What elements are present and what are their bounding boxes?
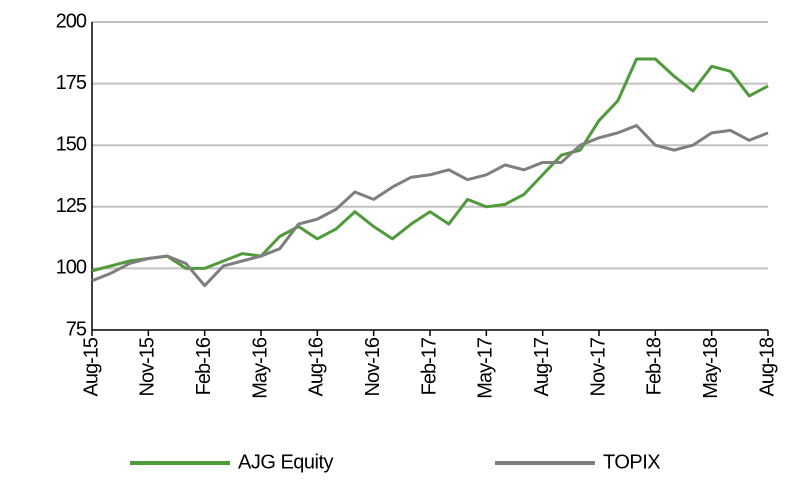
- x-tick-label: Aug-15: [80, 337, 102, 396]
- x-tick-label: Feb-17: [418, 337, 440, 395]
- series-line: [91, 57, 769, 273]
- x-tick-label: Nov-17: [587, 337, 609, 396]
- x-tick-label: May-16: [249, 337, 271, 399]
- x-tick-label: Nov-15: [137, 337, 159, 396]
- x-tick-label: Aug-18: [756, 337, 778, 396]
- x-tick-label: Feb-16: [193, 337, 215, 395]
- x-tick-label: Aug-16: [306, 337, 328, 396]
- y-tick-label: 125: [56, 195, 87, 217]
- legend-label: TOPIX: [603, 451, 660, 473]
- x-tick-label: May-17: [475, 337, 497, 399]
- x-tick-label: Nov-16: [362, 337, 384, 396]
- y-tick-label: 175: [56, 72, 87, 94]
- x-tick-label: May-18: [700, 337, 722, 399]
- y-tick-label: 75: [66, 318, 87, 340]
- y-tick-label: 100: [56, 257, 87, 279]
- x-tick-label: Aug-17: [531, 337, 553, 396]
- series-line: [91, 123, 769, 288]
- legend-label: AJG Equity: [238, 451, 334, 473]
- y-tick-label: 200: [56, 10, 87, 32]
- y-tick-label: 150: [56, 133, 87, 155]
- x-tick-label: Feb-18: [644, 337, 666, 395]
